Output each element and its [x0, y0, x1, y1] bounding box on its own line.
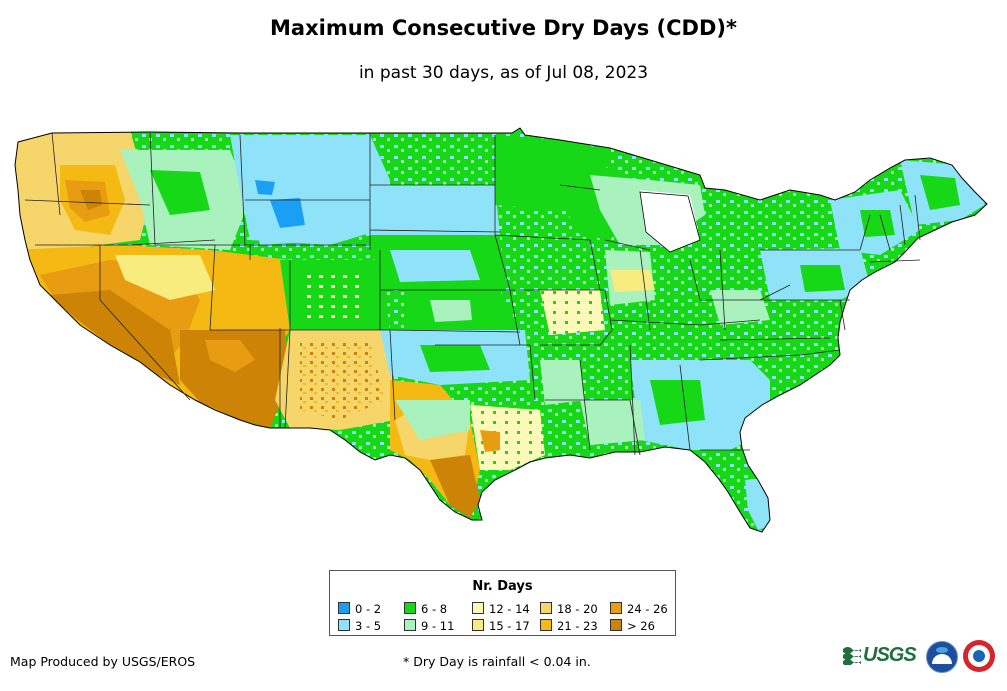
legend-swatch-4: [472, 602, 484, 614]
legend-swatch-0: [338, 602, 350, 614]
legend-swatch-9: [610, 619, 622, 631]
legend-item: 21 - 23: [540, 619, 598, 633]
legend-title: Nr. Days: [472, 579, 533, 594]
cdd-raster: [15, 128, 987, 532]
legend-item: 9 - 11: [404, 619, 454, 633]
map-title: Maximum Consecutive Dry Days (CDD)*: [270, 16, 737, 40]
usgs-logo: USGS: [843, 642, 917, 668]
legend-swatch-1: [338, 619, 350, 631]
legend-item: 0 - 2: [338, 602, 381, 616]
legend-swatch-6: [540, 602, 552, 614]
legend-item: 6 - 8: [404, 602, 447, 616]
us-cdd-map: [14, 127, 988, 533]
noaa-logo-icon: [926, 641, 958, 673]
usgs-logo-text: USGS: [863, 643, 917, 666]
dry-day-footnote: * Dry Day is rainfall < 0.04 in.: [403, 654, 591, 669]
map-credit: Map Produced by USGS/EROS: [10, 654, 196, 669]
legend-item: 24 - 26: [610, 602, 668, 616]
legend-swatch-3: [404, 619, 416, 631]
lake-michigan: [639, 191, 701, 253]
legend-swatch-7: [540, 619, 552, 631]
legend-swatch-2: [404, 602, 416, 614]
legend-item: 15 - 17: [472, 619, 530, 633]
nws-logo-icon: [963, 640, 995, 672]
legend: Nr. Days 0 - 2 3 - 5 6 - 8 9 - 11 12 - 1…: [329, 570, 676, 636]
usgs-logo-icon: [843, 647, 861, 665]
legend-item: 3 - 5: [338, 619, 381, 633]
state-borders: [24, 131, 921, 456]
legend-item: 18 - 20: [540, 602, 598, 616]
legend-item: > 26: [610, 619, 655, 633]
legend-swatch-5: [472, 619, 484, 631]
legend-item: 12 - 14: [472, 602, 530, 616]
map-subtitle: in past 30 days, as of Jul 08, 2023: [358, 63, 649, 83]
legend-swatch-8: [610, 602, 622, 614]
